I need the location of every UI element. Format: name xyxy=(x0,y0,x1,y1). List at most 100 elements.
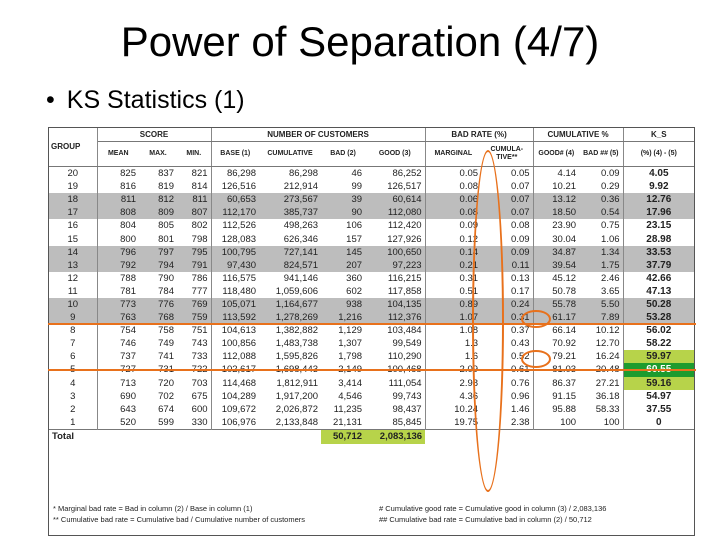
cell-ks: 47.13 xyxy=(623,284,694,298)
cell-ks: 37.55 xyxy=(623,402,694,416)
col-marginal: MARGINAL xyxy=(425,141,482,167)
total-good: 2,083,136 xyxy=(365,428,426,444)
cell-min: 791 xyxy=(177,258,212,272)
cell-good: 111,054 xyxy=(365,376,426,390)
col-cumulative: CUMULATIVE xyxy=(259,141,322,167)
total-empty-cell xyxy=(211,428,260,444)
cell-bad-pct: 0.54 xyxy=(579,206,624,220)
cell-bad-pct: 100 xyxy=(579,415,624,430)
cell-marginal: 1.08 xyxy=(425,324,482,338)
cell-ks: 59.16 xyxy=(623,376,694,390)
cell-bad-pct: 10.12 xyxy=(579,324,624,338)
cell-mean: 713 xyxy=(97,376,139,390)
cell-good: 116,215 xyxy=(365,271,426,285)
col-min: MIN. xyxy=(177,141,212,167)
cell-good: 112,080 xyxy=(365,206,426,220)
cell-group: 12 xyxy=(49,271,98,285)
cell-mean: 773 xyxy=(97,297,139,312)
cell-ks: 59.97 xyxy=(623,350,694,364)
cell-min: 769 xyxy=(177,297,212,312)
cell-good-pct: 70.92 xyxy=(533,337,580,351)
cell-group: 4 xyxy=(49,376,98,390)
cell-bad-pct: 1.06 xyxy=(579,232,624,246)
cell-min: 814 xyxy=(177,180,212,194)
cell-good-pct: 91.15 xyxy=(533,389,580,403)
cutoff-highlight-oval-bottom xyxy=(521,350,551,368)
cell-min: 807 xyxy=(177,206,212,220)
cell-ks: 28.98 xyxy=(623,232,694,246)
cell-ks: 33.53 xyxy=(623,245,694,259)
cell-cumulative: 2,133,848 xyxy=(259,415,322,430)
cutoff-line-upper xyxy=(48,323,696,325)
ks-statistics-table: GROUP SCORE NUMBER OF CUSTOMERS BAD RATE… xyxy=(49,128,694,444)
cell-bad-pct: 5.50 xyxy=(579,297,624,312)
cell-min: 751 xyxy=(177,324,212,338)
cell-group: 1 xyxy=(49,415,98,430)
cell-bad: 21,131 xyxy=(321,415,366,430)
cell-cumulative: 212,914 xyxy=(259,180,322,194)
cell-base: 105,071 xyxy=(211,297,260,312)
total-empty-cell xyxy=(259,428,322,444)
cell-min: 675 xyxy=(177,389,212,403)
cell-base: 109,672 xyxy=(211,402,260,416)
cell-good: 110,290 xyxy=(365,350,426,364)
cell-mean: 800 xyxy=(97,232,139,246)
cell-max: 749 xyxy=(139,337,177,351)
cell-bad: 3,414 xyxy=(321,376,366,390)
cell-bad-pct: 2.46 xyxy=(579,271,624,285)
cell-mean: 816 xyxy=(97,180,139,194)
cell-good: 117,858 xyxy=(365,284,426,298)
cell-min: 330 xyxy=(177,415,212,430)
cell-group: 13 xyxy=(49,258,98,272)
bullet-text: KS Statistics (1) xyxy=(66,86,245,114)
cell-base: 97,430 xyxy=(211,258,260,272)
footnote-marginal: * Marginal bad rate = Bad in column (2) … xyxy=(53,504,253,513)
ks-statistics-table-image: GROUP SCORE NUMBER OF CUSTOMERS BAD RATE… xyxy=(48,127,695,536)
cell-cumulative: 1,382,882 xyxy=(259,324,322,338)
cell-cumulative: 824,571 xyxy=(259,258,322,272)
cell-good: 99,549 xyxy=(365,337,426,351)
cell-max: 812 xyxy=(139,193,177,207)
cell-ks: 50.28 xyxy=(623,297,694,312)
cell-min: 759 xyxy=(177,311,212,325)
marginal-column-highlight-oval xyxy=(472,150,504,492)
cutoff-line-lower xyxy=(48,369,696,371)
total-empty-cell xyxy=(425,428,482,444)
cell-mean: 520 xyxy=(97,415,139,430)
cell-mean: 690 xyxy=(97,389,139,403)
cell-min: 798 xyxy=(177,232,212,246)
cell-bad: 39 xyxy=(321,193,366,207)
table-row: 14 796 797 795 100,795 727,141 145 100,650 0.14 0… xyxy=(49,245,694,259)
cell-mean: 754 xyxy=(97,324,139,338)
group-header: GROUP xyxy=(49,128,98,167)
cell-group: 20 xyxy=(49,166,98,181)
cell-bad-pct: 0.29 xyxy=(579,180,624,194)
cell-bad: 207 xyxy=(321,258,366,272)
cell-base: 86,298 xyxy=(211,166,260,181)
cell-bad-pct: 1.34 xyxy=(579,245,624,259)
cell-base: 114,468 xyxy=(211,376,260,390)
cell-bad-pct: 12.70 xyxy=(579,337,624,351)
cell-marginal: 0.21 xyxy=(425,258,482,272)
cutoff-highlight-oval-top xyxy=(521,310,551,328)
cell-bad: 1,129 xyxy=(321,324,366,338)
col-base: BASE (1) xyxy=(211,141,260,167)
cell-group: 16 xyxy=(49,219,98,233)
cell-good: 99,743 xyxy=(365,389,426,403)
table-row: 6 737 741 733 112,088 1,595,826 1,798 110,290 1.… xyxy=(49,350,694,364)
cell-max: 790 xyxy=(139,271,177,285)
cell-cumulative: 1,164,677 xyxy=(259,297,322,312)
cell-mean: 737 xyxy=(97,350,139,364)
total-empty-cell xyxy=(579,428,624,444)
total-empty-cell xyxy=(139,428,177,444)
table-row: 12 788 790 786 116,575 941,146 360 116,215 0.31 0… xyxy=(49,271,694,285)
cell-bad-pct: 3.65 xyxy=(579,284,624,298)
cell-min: 786 xyxy=(177,271,212,285)
total-bad: 50,712 xyxy=(321,428,366,444)
total-row: Total 50,712 2,083,136 xyxy=(49,428,694,444)
table-row: 7 746 749 743 100,856 1,483,738 1,307 99,549 1.3… xyxy=(49,337,694,351)
cell-good-pct: 66.14 xyxy=(533,324,580,338)
cell-base: 126,516 xyxy=(211,180,260,194)
cell-max: 801 xyxy=(139,232,177,246)
cell-group: 18 xyxy=(49,193,98,207)
